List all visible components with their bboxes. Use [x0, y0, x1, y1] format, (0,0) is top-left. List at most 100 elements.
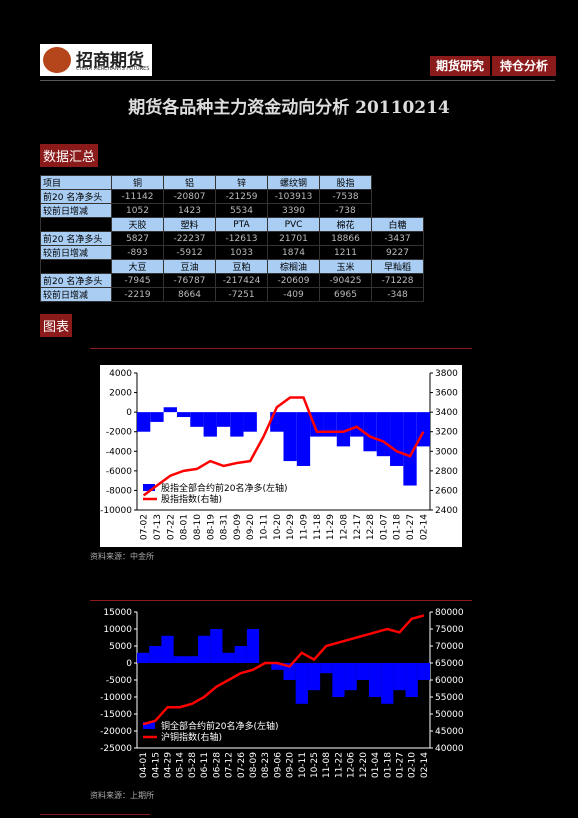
header-row: 大豆 豆油 豆粕 棕榈油 玉米 早籼稻 — [40, 259, 424, 274]
row: 较前日增减 -2219 8664 -7251 -409 6965 -348 — [40, 287, 424, 302]
chart: -10000 -8000 -6000 -4000 -2000 0 2000 4000 2400 2… — [100, 365, 462, 547]
y-tick-label: -6000 — [106, 467, 132, 477]
line — [142, 614, 425, 726]
bar — [234, 646, 247, 663]
bar — [283, 412, 297, 462]
x-tick-label: 12-08 — [339, 514, 349, 540]
x-tick-label: 11-29 — [326, 514, 336, 540]
row-label: 前20 名净多头 — [40, 189, 112, 204]
x-tick-label: 04-01 — [139, 752, 149, 778]
logo: 招商期货 CHINA MERCHANTS FUTURES — [40, 44, 152, 76]
y-tick-label: -10000 — [100, 693, 132, 703]
x-tick-label: 10-11 — [298, 752, 308, 778]
legend-label: 股指指数(右轴) — [161, 493, 222, 505]
x-tick-label: 07-26 — [237, 752, 247, 778]
row-label: 前20 名净多头 — [40, 273, 112, 288]
y-tick-label: -8000 — [106, 486, 132, 496]
x-tick-label: 07-12 — [225, 752, 235, 778]
row: 前20 名净多头 -7945 -76787 -217424 -20609 -90425 -7… — [40, 273, 424, 288]
header-cell: 锌 — [215, 175, 268, 190]
x-tick-label: 12-17 — [353, 514, 363, 540]
x-tick-label: 07-13 — [153, 514, 163, 540]
source-note: 资料来源：上期所 — [90, 791, 154, 800]
y-tick-label: 10000 — [103, 625, 132, 635]
y2-tick-label: 75000 — [435, 625, 464, 635]
header-cell: 天胶 — [111, 217, 164, 232]
row: 较前日增减 -893 -5912 1033 1874 1211 9227 — [40, 245, 424, 260]
tables: 项目铜铝锌螺纹钢 股指 前20 名净多头 -11142 -20807 -21259 -103… — [40, 175, 424, 302]
x-tick-label: 12-20 — [359, 752, 369, 778]
bar — [405, 663, 418, 697]
bar — [222, 652, 235, 663]
bar — [403, 412, 417, 486]
bar — [368, 663, 382, 697]
y2-tick-label: 3200 — [435, 428, 458, 438]
y-tick-label: 0 — [126, 659, 132, 669]
x-tick-label: 08-19 — [206, 514, 216, 540]
x-tick-label: 10-25 — [310, 752, 320, 778]
y-tick-label: -2000 — [106, 428, 132, 438]
bar — [307, 663, 321, 691]
y2-tick-label: 3600 — [435, 389, 458, 399]
bar — [336, 412, 351, 447]
bar — [344, 663, 357, 691]
bar — [203, 412, 217, 437]
x-tick-label: 01-07 — [379, 514, 389, 540]
x-tick-label: 02-14 — [419, 514, 429, 540]
x-tick-label: 09-09 — [233, 514, 243, 540]
row: 前20 名净多头 -11142 -20807 -21259 -103913 -7538 — [40, 189, 424, 204]
y-tick-label: 4000 — [109, 369, 132, 379]
chart: -25000 -20000 -15000 -10000 -5000 0 5000 10000 1… — [92, 604, 470, 784]
y-tick-label: 2000 — [109, 389, 132, 399]
y2-tick-label: 80000 — [435, 608, 464, 618]
y2-tick-label: 60000 — [435, 676, 464, 686]
x-tick-label: 08-23 — [261, 752, 271, 778]
title: 期货各品种主力资金动向分析 20110214 — [128, 98, 450, 118]
header-cell: 项目 — [40, 175, 112, 190]
y2-tick-label: 55000 — [435, 693, 464, 703]
bar — [295, 663, 308, 704]
bar — [356, 663, 369, 680]
bar — [137, 412, 151, 432]
y2-tick-label: 70000 — [435, 642, 464, 652]
x-tick-label: 08-09 — [249, 752, 259, 778]
bar — [350, 412, 364, 437]
y2-tick-label: 45000 — [435, 727, 464, 737]
cell: -2219 — [111, 287, 164, 302]
y-tick-label: -10000 — [100, 506, 132, 516]
bar — [320, 663, 333, 674]
legend-label: 沪铜指数(右轴) — [161, 731, 222, 743]
y-tick-label: -25000 — [100, 744, 132, 754]
y2-tick-label: 3400 — [435, 408, 458, 418]
y-tick-label: -15000 — [100, 710, 132, 720]
legend-swatch — [143, 722, 155, 729]
x-tick-label: 01-04 — [371, 752, 381, 778]
bar — [150, 412, 164, 422]
x-tick-label: 09-20 — [246, 514, 256, 540]
x-tick-label: 01-27 — [406, 514, 416, 540]
x-tick-label: 02-10 — [408, 752, 418, 778]
header-cell: 早籼稻 — [371, 259, 424, 274]
x-tick-label: 10-11 — [260, 514, 270, 540]
source-note: 资料来源：中金所 — [90, 552, 154, 561]
header-cell: 豆粕 — [215, 259, 268, 274]
bar — [190, 412, 204, 427]
tab[interactable]: 持仓分析 — [492, 56, 556, 76]
section-heading: 数据汇总 — [40, 144, 99, 167]
bar — [283, 663, 296, 680]
y2-tick-label: 2600 — [435, 486, 458, 496]
header-row: 天胶 塑料 PTA PVC 棉花 白糖 — [40, 217, 424, 232]
divider — [40, 814, 150, 815]
bar — [393, 663, 406, 691]
x-tick-label: 08-01 — [180, 514, 190, 540]
cell: -348 — [371, 287, 424, 302]
header-cell: 铜 — [111, 175, 164, 190]
legend-label: 铜全部合约前20名净多(左轴) — [161, 720, 278, 732]
header-cell: PVC — [267, 217, 320, 232]
tab[interactable]: 期货研究 — [430, 56, 490, 76]
bar — [210, 629, 223, 663]
header-cell: 塑料 — [163, 217, 216, 232]
divider — [90, 600, 472, 601]
